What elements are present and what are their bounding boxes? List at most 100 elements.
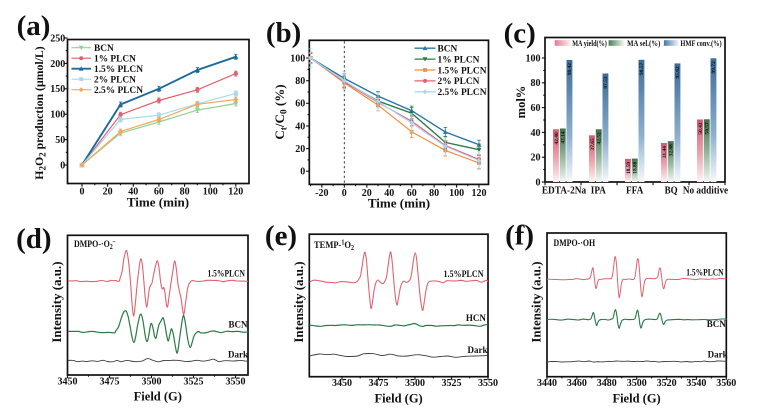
svg-text:Ct/C0 (%): Ct/C0 (%) — [272, 84, 290, 139]
svg-text:20: 20 — [531, 153, 541, 164]
svg-text:3550: 3550 — [478, 378, 498, 389]
svg-text:BCN: BCN — [707, 319, 727, 329]
svg-text:3475: 3475 — [100, 376, 120, 387]
svg-text:60: 60 — [531, 103, 541, 114]
svg-text:80: 80 — [295, 76, 305, 87]
svg-text:80: 80 — [180, 187, 190, 198]
svg-text:42.52: 42.52 — [597, 132, 603, 144]
svg-text:50.43: 50.43 — [698, 122, 704, 134]
svg-text:20: 20 — [295, 144, 305, 155]
svg-text:3560: 3560 — [716, 378, 736, 389]
svg-text:100: 100 — [449, 188, 464, 199]
svg-text:50: 50 — [55, 135, 65, 146]
svg-text:1.5% PLCN: 1.5% PLCN — [94, 65, 143, 75]
svg-text:42.46: 42.46 — [554, 132, 560, 144]
svg-text:40: 40 — [384, 188, 394, 199]
svg-text:1.5%PLCN: 1.5%PLCN — [208, 269, 246, 279]
svg-text:3480: 3480 — [597, 378, 617, 389]
svg-text:Field (G): Field (G) — [134, 390, 182, 404]
svg-text:BCN: BCN — [94, 44, 114, 54]
svg-text:TEMP-1O2: TEMP-1O2 — [314, 239, 354, 253]
svg-text:100: 100 — [50, 110, 65, 121]
svg-text:1% PLCN: 1% PLCN — [94, 55, 136, 65]
svg-text:20: 20 — [362, 188, 372, 199]
svg-text:-20: -20 — [315, 188, 328, 199]
svg-text:60: 60 — [295, 99, 305, 110]
svg-text:0: 0 — [300, 167, 305, 178]
svg-text:120: 120 — [228, 187, 243, 198]
svg-text:200: 200 — [50, 59, 65, 70]
svg-text:2% PLCN: 2% PLCN — [438, 77, 480, 87]
svg-text:Time (min): Time (min) — [127, 195, 189, 210]
svg-text:3440: 3440 — [537, 378, 557, 389]
svg-text:MA sel.(%): MA sel.(%) — [627, 39, 660, 48]
svg-text:0: 0 — [342, 188, 347, 199]
svg-text:3475: 3475 — [369, 378, 389, 389]
svg-text:BCN: BCN — [438, 45, 458, 55]
svg-text:100: 100 — [290, 53, 305, 64]
svg-text:1% PLCN: 1% PLCN — [438, 55, 480, 65]
svg-text:3550: 3550 — [226, 376, 246, 387]
svg-text:(b): (b) — [266, 17, 301, 49]
svg-text:120: 120 — [472, 188, 487, 199]
svg-text:95.62: 95.62 — [675, 66, 681, 78]
svg-text:(a): (a) — [17, 10, 51, 42]
svg-text:2.5% PLCN: 2.5% PLCN — [94, 86, 143, 96]
svg-text:99.72: 99.72 — [711, 61, 717, 73]
svg-text:3460: 3460 — [567, 378, 587, 389]
svg-text:Time (min): Time (min) — [368, 196, 430, 211]
svg-text:18.59: 18.59 — [626, 162, 632, 174]
svg-text:20: 20 — [103, 187, 113, 198]
svg-text:87.53: 87.53 — [603, 76, 609, 88]
svg-text:DMPO-·OH: DMPO-·OH — [554, 238, 596, 249]
svg-text:Field (G): Field (G) — [612, 391, 660, 405]
svg-text:Dark: Dark — [468, 345, 488, 355]
svg-text:98.57: 98.57 — [639, 63, 645, 75]
svg-text:98.42: 98.42 — [567, 63, 573, 75]
svg-text:250: 250 — [50, 33, 65, 44]
svg-text:0: 0 — [60, 160, 65, 171]
svg-text:37.65: 37.65 — [590, 138, 596, 150]
svg-text:3500: 3500 — [142, 376, 162, 387]
svg-text:3520: 3520 — [657, 378, 677, 389]
svg-text:Field (G): Field (G) — [374, 391, 422, 405]
svg-text:40: 40 — [531, 128, 541, 139]
svg-text:Intensity (a.u.): Intensity (a.u.) — [291, 261, 306, 342]
svg-text:80: 80 — [531, 78, 541, 89]
svg-text:60: 60 — [154, 187, 164, 198]
svg-text:(f): (f) — [505, 220, 534, 252]
svg-text:100: 100 — [203, 187, 218, 198]
svg-text:40: 40 — [128, 187, 138, 198]
svg-text:(e): (e) — [265, 220, 297, 252]
svg-text:0: 0 — [80, 187, 85, 198]
svg-text:80: 80 — [429, 188, 439, 199]
svg-text:3500: 3500 — [627, 378, 647, 389]
svg-text:31.44: 31.44 — [662, 146, 668, 158]
svg-text:3525: 3525 — [184, 376, 204, 387]
svg-text:EDTA-2Na: EDTA-2Na — [542, 186, 586, 197]
svg-text:1.5% PLCN: 1.5% PLCN — [438, 66, 487, 76]
svg-text:FFA: FFA — [626, 186, 644, 197]
svg-text:3525: 3525 — [442, 378, 462, 389]
svg-text:Dark: Dark — [228, 350, 248, 360]
svg-text:150: 150 — [50, 84, 65, 95]
svg-text:2.5% PLCN: 2.5% PLCN — [438, 88, 487, 98]
svg-text:18.88: 18.88 — [633, 161, 639, 173]
svg-text:mol%: mol% — [514, 86, 528, 119]
svg-text:Intensity (a.u.): Intensity (a.u.) — [529, 261, 544, 342]
svg-text:DMPO-·O2–: DMPO-·O2– — [74, 238, 116, 252]
svg-text:MA yield(%): MA yield(%) — [572, 39, 607, 48]
svg-text:BQ: BQ — [665, 186, 678, 197]
svg-text:50.57: 50.57 — [705, 122, 711, 134]
svg-text:HCN: HCN — [466, 313, 487, 323]
svg-text:2% PLCN: 2% PLCN — [94, 76, 136, 86]
svg-text:(c): (c) — [504, 17, 536, 49]
svg-text:3500: 3500 — [405, 378, 425, 389]
svg-text:43.14: 43.14 — [561, 131, 567, 143]
svg-text:No additive: No additive — [683, 186, 729, 197]
svg-text:BCN: BCN — [229, 320, 249, 330]
svg-text:3540: 3540 — [686, 378, 706, 389]
svg-text:40: 40 — [295, 121, 305, 132]
svg-text:1.5%PLCN: 1.5%PLCN — [686, 268, 724, 278]
svg-text:(d): (d) — [16, 223, 51, 255]
